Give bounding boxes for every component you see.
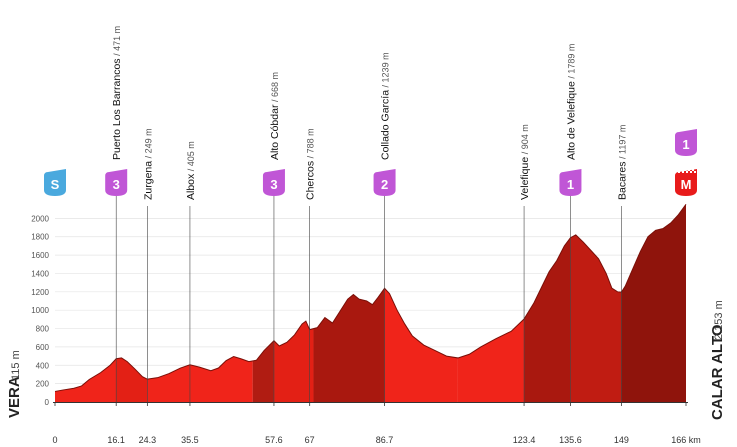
y-tick-label: 600: [36, 343, 50, 352]
waypoint-labels-layer: Puerto Los Barrancos / 471 m Zurgena / 24…: [111, 26, 628, 200]
waypoint-name: Velefique: [519, 157, 531, 200]
waypoint-lines-layer: [115, 196, 622, 402]
finish-checker: [690, 171, 692, 173]
waypoint-name: Bacares: [616, 161, 628, 200]
profile-segment: [252, 340, 274, 402]
finish-checker: [680, 169, 682, 171]
y-tick-label: 0: [45, 398, 50, 407]
km-marker-label: 149: [614, 435, 629, 445]
km-marker-label: 123.4: [513, 435, 536, 445]
km-marker-label: 0: [52, 435, 57, 445]
badge-text: S: [51, 177, 60, 192]
profile-area-layer: [54, 204, 687, 402]
axis-layer: 0 200 400 600 800 1000 1200 1400 1600 1800 2000 0 16…: [31, 214, 701, 445]
waypoint-label: Bacares / 1197 m: [616, 125, 628, 200]
waypoint-label: Albox / 405 m: [185, 141, 197, 200]
climb-category-badge: [105, 169, 128, 196]
km-marker-label: 35.5: [181, 435, 199, 445]
badge-text: 1: [682, 137, 689, 152]
waypoint-label: Alto de Velefique / 1789 m: [565, 44, 577, 160]
waypoint-name: Zurgena: [142, 161, 154, 200]
waypoint-altitude: / 405 m: [186, 141, 196, 174]
profile-segment: [384, 288, 458, 402]
profile-segment: [116, 357, 148, 402]
y-tick-label: 1400: [31, 269, 49, 278]
km-marker-label: 57.6: [265, 435, 283, 445]
waypoint-altitude: / 471 m: [112, 26, 122, 59]
profile-segment: [570, 234, 622, 402]
finish-checker: [688, 169, 690, 171]
finish-town-name: CALAR ALTO: [709, 324, 726, 420]
badge-text: 3: [113, 177, 120, 192]
finish-checker: [694, 171, 696, 173]
climb-category-badge: [559, 169, 582, 196]
km-marker-label: 67: [305, 435, 315, 445]
badge-text: M: [681, 177, 692, 192]
waypoint-name: Albox: [185, 173, 197, 200]
km-marker-label: 86.7: [376, 435, 394, 445]
waypoint-name: Puerto Los Barrancos: [111, 58, 123, 160]
waypoint-name: Alto de Velefique: [565, 81, 577, 160]
waypoint-altitude: / 668 m: [270, 72, 280, 105]
y-tick-label: 1200: [31, 288, 49, 297]
finish-checker: [692, 169, 694, 171]
badge-text: 1: [567, 177, 574, 192]
finish-badge: [675, 169, 697, 196]
finish-climb-badge: [675, 129, 697, 156]
profile-segment: [313, 288, 385, 402]
profile-outline: [54, 204, 687, 392]
km-marker-label: 166 km: [671, 435, 701, 445]
climb-category-badge: [373, 169, 396, 196]
y-tick-label: 1600: [31, 251, 49, 260]
waypoint-altitude: / 1197 m: [617, 125, 627, 162]
y-tick-label: 400: [36, 361, 50, 370]
waypoint-altitude: / 1239 m: [381, 52, 391, 90]
y-tick-label: 200: [36, 380, 50, 389]
start-town-name: VERA: [6, 376, 23, 418]
waypoint-altitude: / 249 m: [143, 128, 153, 161]
waypoint-label: Collado García / 1239 m: [380, 52, 392, 160]
profile-segment: [621, 204, 686, 402]
waypoint-label: Zurgena / 249 m: [142, 128, 154, 200]
finish-checker: [684, 169, 686, 171]
waypoint-name: Collado García: [380, 90, 392, 160]
waypoint-name: Chercos: [305, 161, 317, 200]
finish-checker: [676, 169, 678, 171]
y-tick-label: 1800: [31, 233, 49, 242]
waypoint-label: Velefique / 904 m: [519, 124, 531, 200]
y-tick-label: 2000: [31, 214, 49, 223]
start-altitude: 115 m: [10, 350, 22, 380]
y-tick-label: 800: [36, 325, 50, 334]
start-badge: [44, 169, 66, 196]
climb-category-badge: [262, 169, 285, 196]
km-marker-label: 24.3: [139, 435, 157, 445]
profile-segment: [524, 237, 571, 402]
waypoint-altitude: / 1789 m: [566, 44, 576, 82]
waypoint-altitude: / 904 m: [520, 124, 530, 157]
finish-checker: [682, 171, 684, 173]
waypoint-label: Chercos / 788 m: [305, 128, 317, 200]
badge-text: 2: [381, 177, 388, 192]
profile-segment: [273, 321, 314, 402]
profile-segment: [55, 358, 117, 402]
finish-altitude: 2.153 m: [713, 300, 725, 340]
finish-checker: [686, 171, 688, 173]
km-marker-label: 16.1: [107, 435, 125, 445]
y-tick-label: 1000: [31, 306, 49, 315]
endpoint-labels-layer: VERA 115 m CALAR ALTO 2.153 m: [6, 300, 726, 420]
badges-layer: S 3 3 2 1 M 1: [44, 129, 697, 196]
waypoint-label: Alto Cóbdar / 668 m: [269, 72, 281, 160]
finish-checker: [678, 171, 680, 173]
profile-segment: [457, 319, 525, 402]
km-marker-label: 135.6: [559, 435, 582, 445]
waypoint-altitude: / 788 m: [306, 128, 316, 161]
profile-segment: [147, 356, 253, 402]
badge-text: 3: [270, 177, 277, 192]
waypoint-label: Puerto Los Barrancos / 471 m: [111, 26, 123, 160]
waypoint-name: Alto Cóbdar: [269, 104, 281, 160]
